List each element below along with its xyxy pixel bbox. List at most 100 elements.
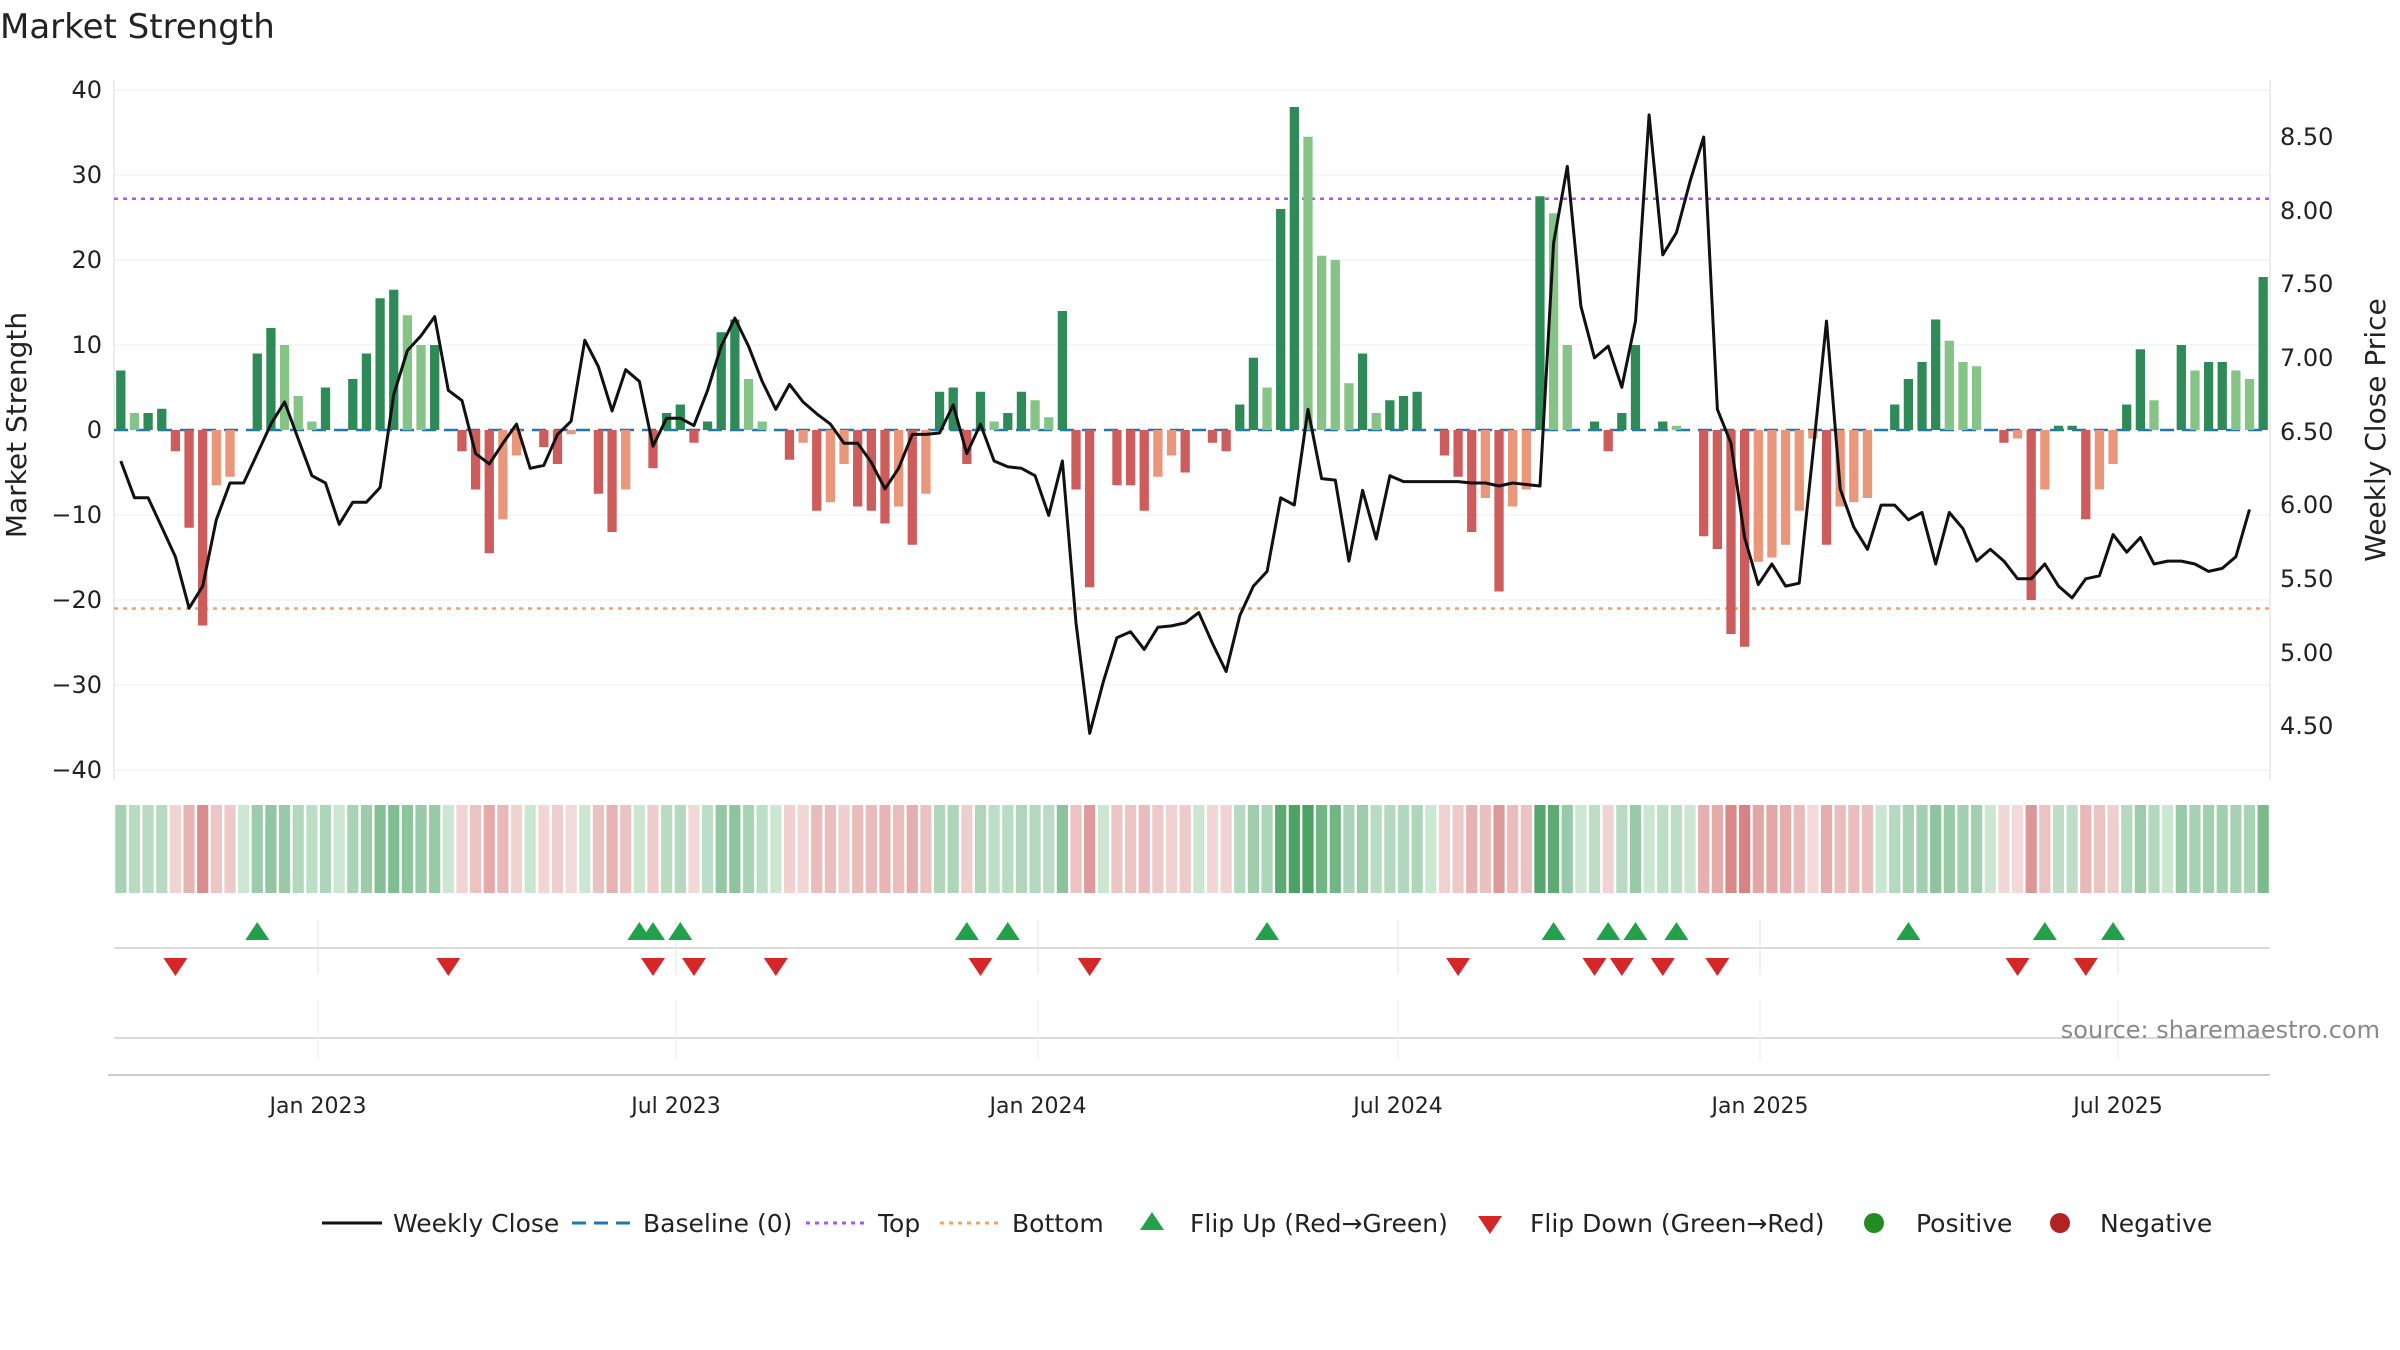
heat-strip-cell bbox=[1930, 805, 1942, 893]
y-tick-left: 10 bbox=[71, 331, 102, 359]
legend-flip-down-icon bbox=[1478, 1216, 1502, 1234]
heat-strip-cell bbox=[1261, 805, 1273, 893]
heat-strip-cell bbox=[893, 805, 905, 893]
heat-strip-cell bbox=[933, 805, 946, 893]
heat-strip-cell bbox=[360, 805, 373, 893]
x-tick-label: Jan 2023 bbox=[268, 1094, 367, 1119]
heat-strip-cell bbox=[470, 805, 482, 893]
y-axis-label-right: Weekly Close Price bbox=[2359, 298, 2392, 561]
heat-strip-cell bbox=[483, 805, 495, 893]
heat-strip-cell bbox=[988, 805, 1000, 893]
flip-down-marker bbox=[763, 958, 788, 976]
heat-strip-cell bbox=[974, 805, 987, 893]
heat-strip-cell bbox=[1520, 805, 1532, 893]
strength-bar bbox=[2149, 400, 2159, 430]
heat-strip-cell bbox=[1179, 805, 1191, 893]
heat-strip-cell bbox=[251, 805, 263, 893]
y-axis-label-left: Market Strength bbox=[0, 312, 33, 538]
heat-strip-cell bbox=[797, 805, 809, 893]
y-tick-left: −10 bbox=[51, 501, 102, 529]
heat-strip-cell bbox=[1152, 805, 1164, 893]
strength-bar bbox=[1180, 430, 1190, 473]
strength-bar bbox=[348, 379, 358, 430]
y-tick-left: 30 bbox=[71, 161, 102, 189]
heat-strip-cell bbox=[1206, 805, 1219, 893]
heat-strip-cell bbox=[347, 805, 359, 893]
strength-bar bbox=[1289, 107, 1299, 430]
strength-bar bbox=[1016, 391, 1027, 430]
legend-flip-down-label: Flip Down (Green→Red) bbox=[1530, 1209, 1825, 1238]
heat-strip-cell bbox=[865, 805, 877, 893]
legend-positive-label: Positive bbox=[1916, 1209, 2012, 1238]
heat-strip-cell bbox=[456, 805, 468, 893]
heat-strip-cell bbox=[1029, 805, 1041, 893]
strength-bar bbox=[1166, 430, 1177, 456]
heat-strip-cell bbox=[1302, 805, 1314, 893]
heat-strip-cell bbox=[1220, 805, 1232, 893]
heat-strip-cell bbox=[2162, 805, 2174, 893]
flip-up-marker bbox=[995, 922, 1020, 940]
heat-strip-cell bbox=[1779, 805, 1792, 893]
strength-bar bbox=[1658, 421, 1668, 430]
legend-negative-dot-icon bbox=[2050, 1213, 2070, 1233]
strength-bar bbox=[1453, 430, 1463, 477]
heat-strip-cell bbox=[1452, 805, 1464, 893]
strength-bar bbox=[1330, 260, 1340, 430]
flip-down-marker bbox=[641, 958, 665, 976]
heat-strip-cell bbox=[783, 805, 796, 893]
flip-down-marker bbox=[1705, 958, 1730, 976]
strength-bar bbox=[1671, 425, 1682, 430]
strength-bar bbox=[457, 430, 467, 452]
strength-bar bbox=[1862, 430, 1873, 498]
strength-bar bbox=[539, 430, 549, 447]
strength-bar bbox=[2135, 349, 2146, 430]
heat-strip-cell bbox=[565, 805, 577, 893]
heat-strip-cell bbox=[2052, 805, 2065, 893]
legend-flip-up-label: Flip Up (Red→Green) bbox=[1190, 1209, 1448, 1238]
heat-strip-cell bbox=[1125, 805, 1137, 893]
heat-strip-cell bbox=[1384, 805, 1396, 893]
x-tick-label: Jul 2024 bbox=[1351, 1094, 1443, 1119]
strength-bar bbox=[1917, 362, 1927, 430]
heat-strip-cell bbox=[1015, 805, 1028, 893]
heat-strip-cell bbox=[824, 805, 836, 893]
heat-strip-cell bbox=[1356, 805, 1369, 893]
heat-strip-cell bbox=[1425, 805, 1437, 893]
legend-baseline-label: Baseline (0) bbox=[643, 1209, 792, 1238]
heat-strip-cell bbox=[2025, 805, 2037, 893]
heat-strip-cell bbox=[1548, 805, 1560, 893]
strength-bar bbox=[962, 430, 972, 464]
heat-strip-cell bbox=[238, 805, 250, 893]
heat-strip-cell bbox=[1725, 805, 1737, 893]
heat-strip-cell bbox=[497, 805, 509, 893]
heat-strip-cell bbox=[1493, 805, 1505, 893]
strength-bar bbox=[430, 345, 440, 430]
heat-strip-cell bbox=[510, 805, 523, 893]
strength-bar bbox=[934, 391, 945, 430]
strength-bar bbox=[812, 430, 822, 511]
heat-strip-cell bbox=[224, 805, 236, 893]
flip-down-marker bbox=[1077, 958, 1102, 976]
strength-bar bbox=[621, 430, 631, 490]
heat-strip-cell bbox=[742, 805, 755, 893]
strength-bar bbox=[566, 430, 576, 435]
flip-up-marker bbox=[954, 922, 979, 940]
heat-strip-cell bbox=[142, 805, 154, 893]
strength-bar bbox=[484, 430, 494, 554]
heat-strip-cell bbox=[879, 805, 891, 893]
strength-bar bbox=[1044, 417, 1054, 430]
chart-title: Market Strength bbox=[0, 7, 275, 47]
strength-bar bbox=[607, 430, 617, 532]
heat-strip-cell bbox=[415, 805, 427, 893]
strength-bar bbox=[1890, 404, 1900, 430]
heat-strip-cell bbox=[1479, 805, 1491, 893]
heat-strip-cell bbox=[210, 805, 222, 893]
heat-strip-cell bbox=[770, 805, 782, 893]
flip-up-marker bbox=[1664, 922, 1689, 940]
heat-strip-cell bbox=[1793, 805, 1805, 893]
strength-bar bbox=[1480, 430, 1491, 498]
heat-strip-cell bbox=[1097, 805, 1109, 893]
legend-flip-up-icon bbox=[1140, 1212, 1164, 1230]
heat-strip-cell bbox=[1875, 805, 1887, 893]
strength-bar bbox=[1248, 357, 1259, 430]
